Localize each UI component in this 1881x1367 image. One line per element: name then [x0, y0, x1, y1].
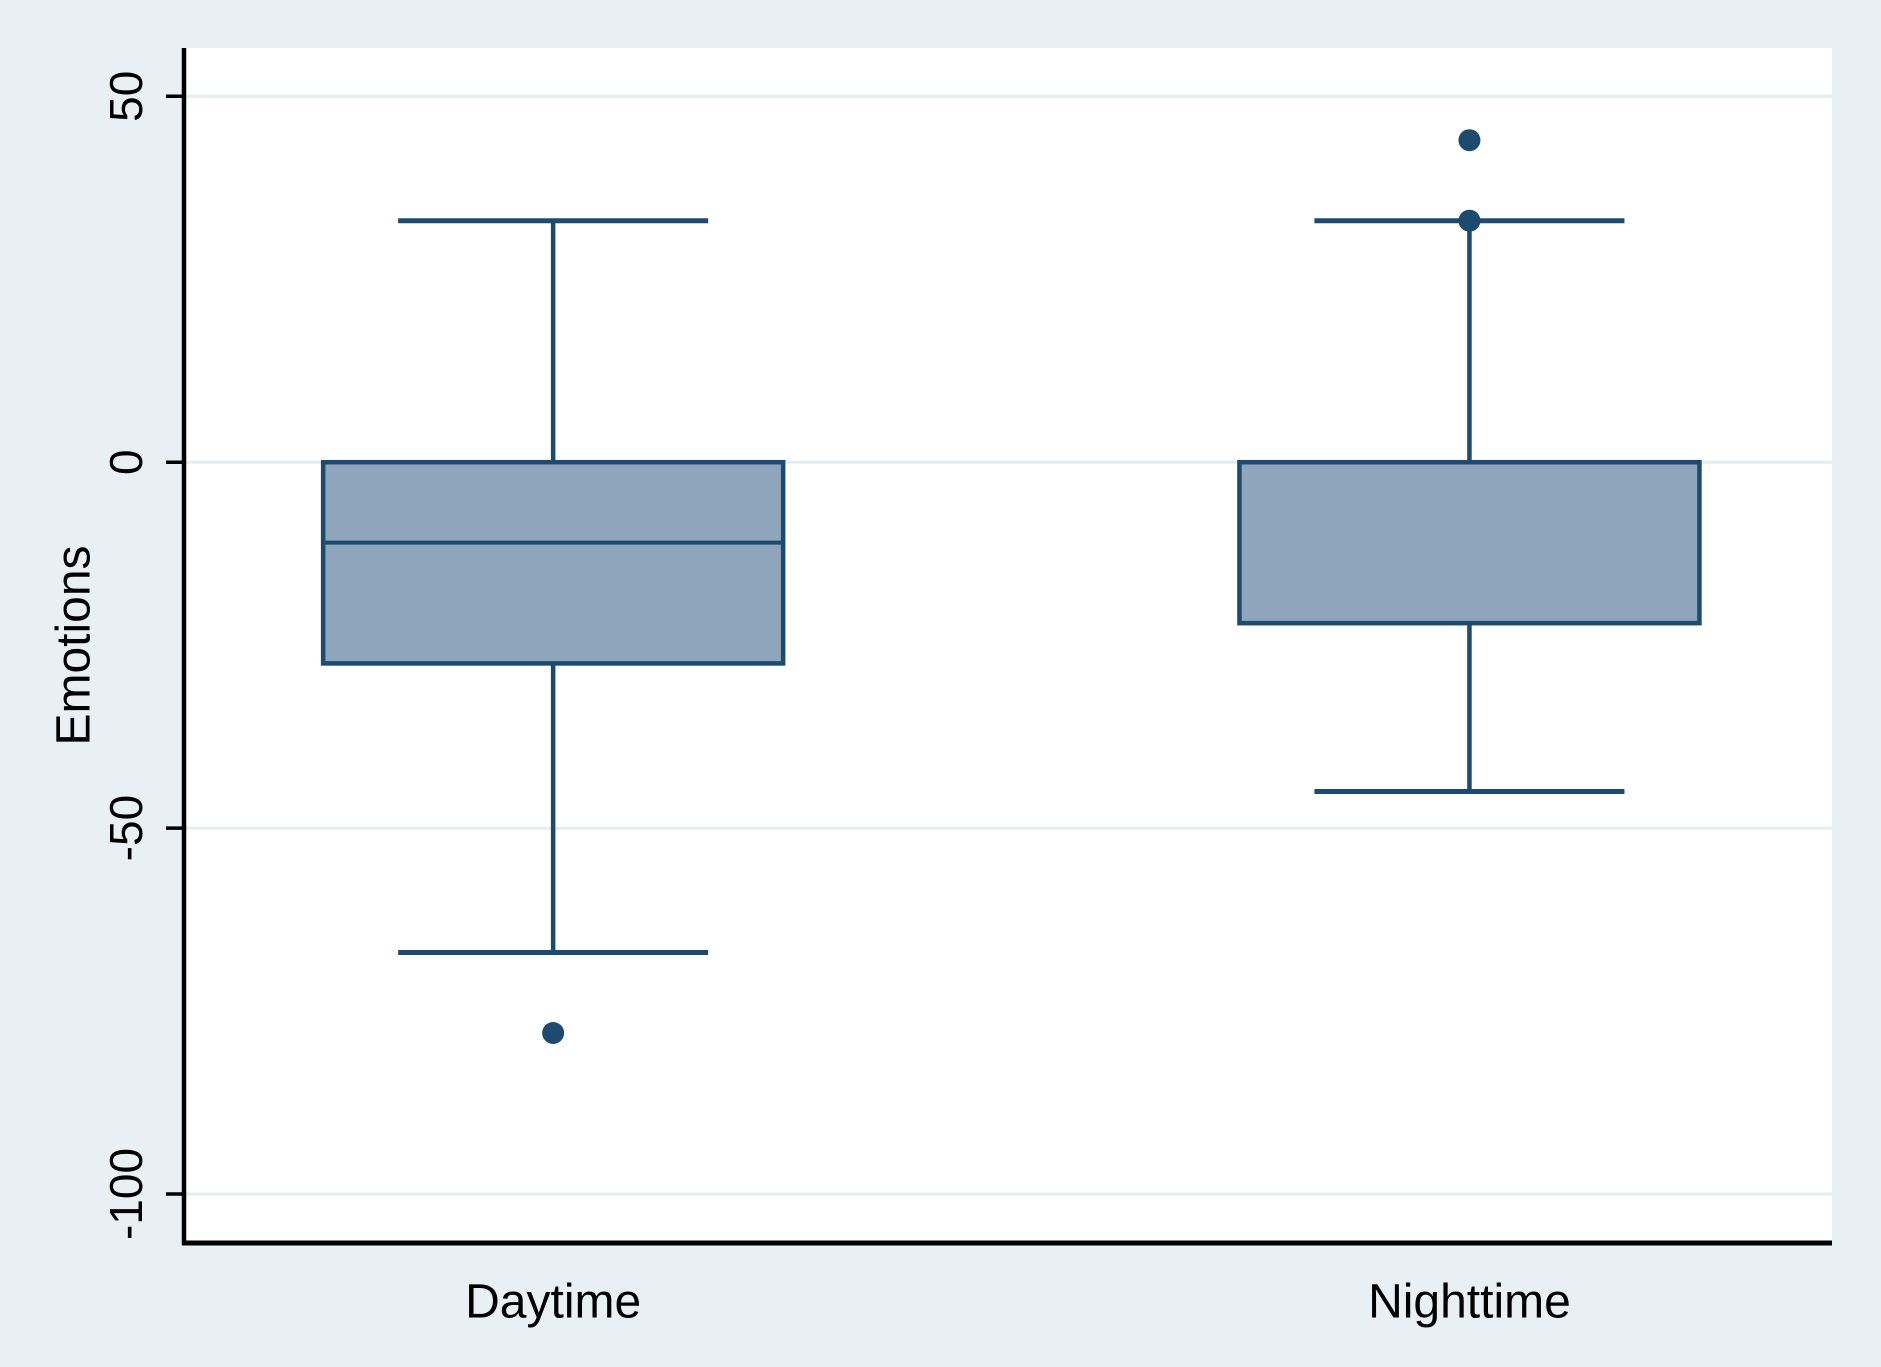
outlier-dot-daytime-0: [542, 1021, 565, 1044]
outlier-dot-nighttime-1: [1458, 209, 1481, 232]
outlier-dot-nighttime-0: [1458, 129, 1481, 152]
iqr-box-daytime: [320, 459, 786, 666]
y-tick-label-50: 50: [100, 71, 152, 122]
category-label-daytime: Daytime: [465, 1276, 641, 1329]
y-tick-label--50: -50: [100, 795, 152, 861]
iqr-box-nighttime: [1237, 459, 1702, 626]
category-label-nighttime: Nighttime: [1368, 1276, 1571, 1329]
y-tick-label-0: 0: [100, 449, 152, 475]
y-axis-title: Emotions: [48, 545, 101, 745]
y-tick-label--100: -100: [100, 1148, 152, 1240]
